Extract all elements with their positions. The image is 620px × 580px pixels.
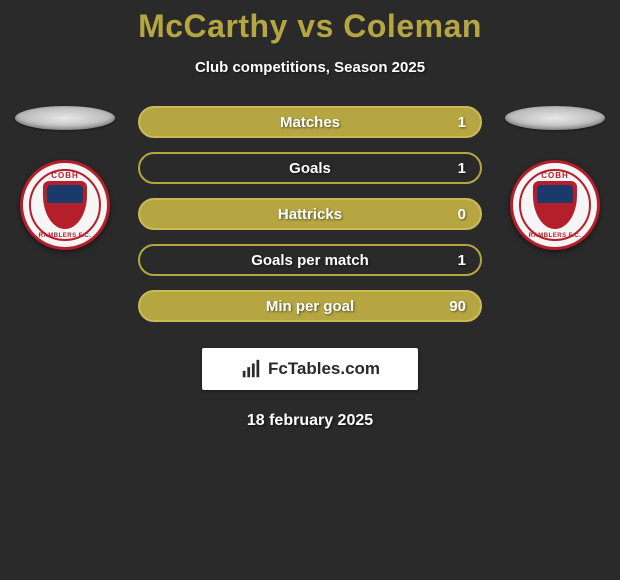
- main-row: COBH RAMBLERS F.C. Matches 1 Goals 1 Hattric…: [0, 106, 620, 322]
- stat-label: Hattricks: [278, 206, 342, 223]
- player-halo-left: [15, 106, 115, 130]
- brand-label: FcTables.com: [268, 359, 380, 379]
- right-player-column: COBH RAMBLERS F.C.: [500, 106, 610, 250]
- brand-badge[interactable]: FcTables.com: [202, 348, 418, 390]
- left-player-column: COBH RAMBLERS F.C.: [10, 106, 120, 250]
- shield-icon: [533, 181, 577, 229]
- stat-bar: Matches 1: [138, 106, 482, 138]
- stat-value: 0: [458, 206, 466, 223]
- player-halo-right: [505, 106, 605, 130]
- stat-value: 90: [449, 298, 466, 315]
- left-team-crest: COBH RAMBLERS F.C.: [20, 160, 110, 250]
- stat-value: 1: [458, 160, 466, 177]
- crest-bottom-text: RAMBLERS F.C.: [529, 233, 582, 239]
- stat-bar: Hattricks 0: [138, 198, 482, 230]
- stat-value: 1: [458, 114, 466, 131]
- stat-value: 1: [458, 252, 466, 269]
- stat-bar: Goals per match 1: [138, 244, 482, 276]
- shield-icon: [43, 181, 87, 229]
- crest-top-text: COBH: [51, 171, 79, 180]
- crest-bottom-text: RAMBLERS F.C.: [39, 233, 92, 239]
- chart-icon: [240, 358, 262, 380]
- crest-top-text: COBH: [541, 171, 569, 180]
- stat-label: Matches: [280, 114, 340, 131]
- stat-bars: Matches 1 Goals 1 Hattricks 0 Goals per match 1…: [138, 106, 482, 322]
- subtitle: Club competitions, Season 2025: [0, 59, 620, 76]
- stat-label: Min per goal: [266, 298, 354, 315]
- right-team-crest: COBH RAMBLERS F.C.: [510, 160, 600, 250]
- date-label: 18 february 2025: [0, 412, 620, 430]
- comparison-widget: McCarthy vs Coleman Club competitions, S…: [0, 0, 620, 430]
- stat-bar: Goals 1: [138, 152, 482, 184]
- stat-label: Goals per match: [251, 252, 369, 269]
- stat-bar: Min per goal 90: [138, 290, 482, 322]
- stat-label: Goals: [289, 160, 331, 177]
- page-title: McCarthy vs Coleman: [0, 8, 620, 45]
